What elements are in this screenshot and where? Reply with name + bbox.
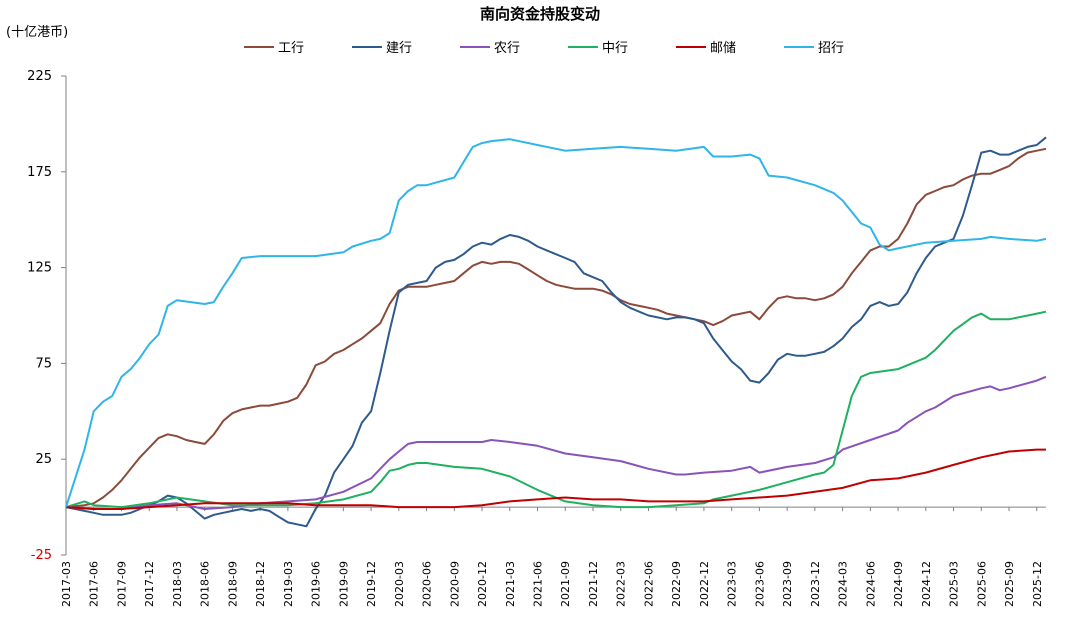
x-tick-label: 2018-12 xyxy=(254,561,267,607)
legend-item: 中行 xyxy=(568,41,628,56)
legend-item: 建行 xyxy=(352,41,412,56)
x-tick-label: 2020-12 xyxy=(476,561,489,607)
x-tick-label: 2017-06 xyxy=(88,561,101,607)
legend-label: 农行 xyxy=(494,41,520,56)
legend-item: 农行 xyxy=(460,41,520,56)
y-ticks: -25 25 75 125 175 225 xyxy=(27,69,66,563)
legend-label: 中行 xyxy=(602,41,628,56)
x-tick-label: 2019-03 xyxy=(282,561,295,607)
x-tick-label: 2023-03 xyxy=(726,561,739,607)
x-tick-label: 2020-06 xyxy=(421,561,434,607)
y-tick-label: -25 xyxy=(31,548,52,563)
series-line-0 xyxy=(65,147,1047,509)
x-tick-label: 2017-12 xyxy=(143,561,156,607)
x-tick-label: 2023-12 xyxy=(809,561,822,607)
legend-item: 邮储 xyxy=(676,41,736,56)
x-tick-label: 2020-03 xyxy=(393,561,406,607)
x-tick-label: 2024-12 xyxy=(920,561,933,607)
x-tick-label: 2025-12 xyxy=(1031,561,1044,607)
x-tick-label: 2018-06 xyxy=(199,561,212,607)
series-line-1 xyxy=(65,136,1047,528)
series-line-2 xyxy=(65,375,1047,510)
x-tick-label: 2019-06 xyxy=(310,561,323,607)
x-tick-label: 2022-06 xyxy=(642,561,655,607)
legend: 工行 建行 农行 中行 邮储 招行 xyxy=(244,41,844,56)
x-tick-label: 2023-09 xyxy=(781,561,794,607)
x-tick-label: 2024-06 xyxy=(864,561,877,607)
x-tick-label: 2023-06 xyxy=(753,561,766,607)
x-tick-label: 2025-03 xyxy=(948,561,961,607)
x-tick-label: 2025-09 xyxy=(1003,561,1016,607)
x-tick-label: 2024-09 xyxy=(892,561,905,607)
x-tick-label: 2022-09 xyxy=(670,561,683,607)
x-tick-label: 2019-09 xyxy=(337,561,350,607)
series-line-3 xyxy=(65,310,1047,509)
y-tick-label: 25 xyxy=(35,452,52,467)
chart-title: 南向资金持股变动 xyxy=(480,5,600,23)
x-tick-label: 2018-09 xyxy=(226,561,239,607)
legend-item: 工行 xyxy=(244,41,304,56)
y-tick-label: 175 xyxy=(27,165,52,180)
x-tick-label: 2020-09 xyxy=(448,561,461,607)
legend-label: 招行 xyxy=(818,41,844,56)
x-tick-label: 2017-03 xyxy=(60,561,73,607)
legend-label: 建行 xyxy=(386,41,412,56)
x-tick-label: 2022-03 xyxy=(615,561,628,607)
x-tick-label: 2019-12 xyxy=(365,561,378,607)
legend-label: 邮储 xyxy=(710,41,736,56)
x-tick-label: 2021-03 xyxy=(504,561,517,607)
x-tick-label: 2021-06 xyxy=(532,561,545,607)
x-tick-label: 2021-12 xyxy=(587,561,600,607)
y-unit-label: (十亿港币) xyxy=(6,25,68,40)
x-tick-label: 2021-09 xyxy=(559,561,572,607)
y-tick-label: 125 xyxy=(27,261,52,276)
y-tick-label: 75 xyxy=(35,356,52,371)
series-line-4 xyxy=(65,448,1046,510)
legend-label: 工行 xyxy=(278,41,304,56)
series-line-5 xyxy=(65,138,1047,508)
x-tick-label: 2025-06 xyxy=(975,561,988,607)
x-tick-label: 2022-12 xyxy=(698,561,711,607)
series-lines xyxy=(65,136,1047,528)
x-tick-label: 2017-09 xyxy=(115,561,128,607)
x-tick-label: 2018-03 xyxy=(171,561,184,607)
y-tick-label: 225 xyxy=(27,69,52,84)
x-tick-label: 2024-03 xyxy=(837,561,850,607)
x-ticks: 2017-03 2017-06 2017-09 2017-12 2018-03 2018-… xyxy=(60,507,1044,607)
legend-item: 招行 xyxy=(784,41,844,56)
